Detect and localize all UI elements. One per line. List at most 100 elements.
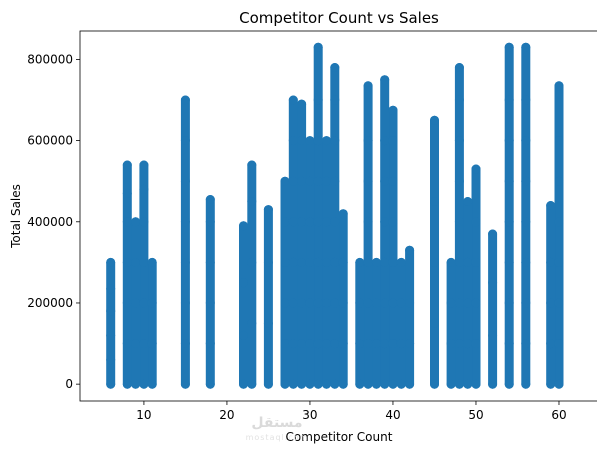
data-point [239,221,248,231]
data-point [405,339,415,349]
data-point [380,257,390,267]
data-point [396,298,406,308]
data-point [504,339,514,349]
data-point [463,197,473,206]
data-point [106,355,116,365]
data-point [380,379,390,389]
data-point [205,217,215,227]
data-point [313,298,323,308]
data-point [297,257,307,267]
data-point [471,164,481,174]
data-point [297,298,307,308]
data-point [471,339,481,349]
data-point [454,63,464,72]
data-point [463,298,473,308]
data-point [313,136,323,146]
data-point [554,257,564,267]
data-point [180,257,190,267]
data-point [388,176,398,186]
data-point [454,339,464,349]
data-point [122,339,132,349]
data-point [263,205,273,215]
data-point [106,330,116,340]
data-point [122,257,132,267]
data-point [554,339,564,349]
data-point [488,330,498,340]
data-point [247,318,257,328]
data-point [288,136,298,146]
data-point [388,379,398,389]
data-point [139,217,149,227]
data-point [396,379,406,389]
data-point [313,42,323,52]
data-point [280,176,290,186]
data-point [504,257,514,267]
data-point [263,379,273,389]
data-point [313,95,323,105]
data-point [122,160,132,170]
data-point [554,379,564,389]
data-point [471,379,481,389]
data-point [380,298,390,308]
data-point [322,339,331,349]
data-point [355,379,365,389]
plot-frame [79,30,597,402]
data-point [288,298,298,308]
data-point [180,339,190,349]
data-point [363,298,373,308]
data-point [313,217,323,227]
data-point [546,339,556,349]
data-point [554,81,564,91]
data-point [388,105,398,115]
data-point [305,379,315,389]
data-point [147,257,157,267]
data-point [305,217,315,227]
data-point [106,284,116,294]
data-point [305,136,315,146]
chart-title: Competitor Count vs Sales [239,9,439,27]
data-point [139,379,149,389]
data-point [388,298,398,308]
data-point [305,176,315,186]
data-point [554,176,564,186]
data-point [521,95,531,105]
data-point [504,95,514,105]
data-point [338,257,348,267]
data-point [122,379,132,389]
watermark-subtext: mostaql.com [246,433,309,442]
data-point [554,298,564,308]
data-point [280,379,290,389]
data-point [205,379,215,389]
data-point [330,176,340,186]
data-point [521,42,531,52]
y-tick-label: 800000 [27,52,73,66]
data-point [504,217,514,227]
data-point [305,339,315,349]
data-point [488,278,498,288]
data-point [363,136,373,146]
data-point [239,330,248,340]
data-point [106,306,116,316]
x-axis-label: Competitor Count [286,430,393,444]
data-point [554,217,564,227]
data-point [205,339,215,349]
data-point [330,339,340,349]
data-point [446,298,456,308]
data-point [330,257,340,267]
data-point [363,81,373,91]
data-point [446,379,456,389]
data-point [122,188,132,198]
data-point [106,257,116,267]
data-point [263,257,273,267]
data-point [363,176,373,186]
data-point [546,298,556,308]
x-axis: 10 20 30 40 50 60 [136,401,567,422]
data-point [297,176,307,186]
data-point [371,257,381,267]
data-point [430,379,439,389]
data-point [338,339,348,349]
data-point [139,298,149,308]
data-point [521,379,531,389]
data-point [405,298,415,308]
